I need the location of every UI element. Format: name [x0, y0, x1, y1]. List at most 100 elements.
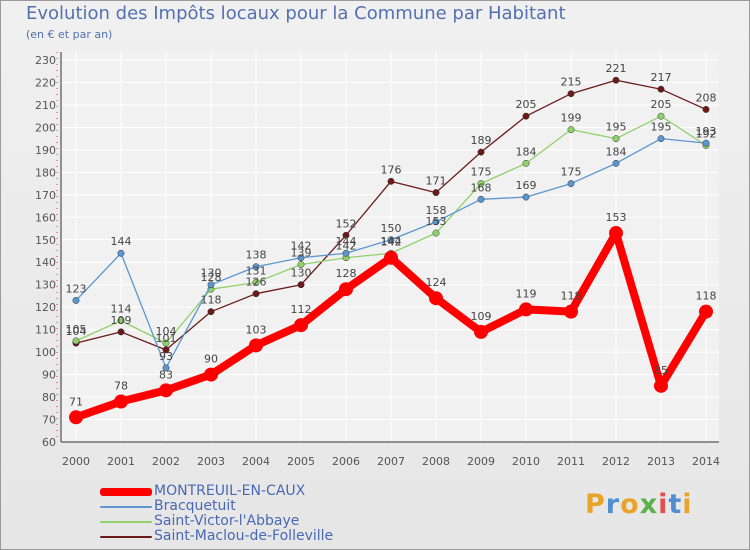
data-label: 126 — [246, 276, 267, 289]
data-point — [609, 226, 623, 241]
data-label: 168 — [471, 181, 492, 194]
data-point — [339, 282, 353, 297]
data-point — [117, 328, 125, 336]
data-point — [522, 159, 530, 167]
data-label: 103 — [246, 323, 267, 336]
data-point — [162, 346, 170, 354]
data-label: 153 — [606, 211, 627, 224]
data-label: 119 — [516, 287, 537, 300]
data-point — [477, 195, 485, 203]
data-point — [612, 76, 620, 84]
x-tick-label: 2009 — [467, 455, 495, 468]
data-label: 123 — [66, 282, 87, 295]
data-label: 71 — [69, 395, 83, 408]
data-point — [477, 148, 485, 156]
chart-subtitle: (en € et par an) — [26, 28, 113, 41]
x-tick-label: 2006 — [332, 455, 360, 468]
data-label: 83 — [159, 368, 173, 381]
data-point — [477, 180, 485, 188]
data-label: 85 — [654, 364, 668, 377]
data-label: 118 — [696, 290, 717, 303]
x-tick-label: 2008 — [422, 455, 450, 468]
data-label: 78 — [114, 380, 128, 393]
legend-label-montreuil: MONTREUIL-EN-CAUX — [154, 483, 306, 499]
data-label: 221 — [606, 62, 627, 75]
data-point — [159, 383, 173, 398]
x-tick-label: 2004 — [242, 455, 270, 468]
data-point — [522, 193, 530, 201]
data-label: 90 — [204, 353, 218, 366]
data-label: 142 — [381, 236, 402, 249]
data-label: 195 — [606, 121, 627, 134]
brand-letter: t — [668, 489, 683, 520]
data-label: 124 — [426, 276, 447, 289]
data-point — [297, 261, 305, 268]
y-tick-label: 150 — [35, 234, 56, 247]
x-tick-label: 2007 — [377, 455, 405, 468]
data-label: 150 — [381, 222, 402, 235]
data-label: 128 — [201, 271, 222, 284]
data-label: 217 — [651, 71, 672, 84]
data-label: 142 — [336, 240, 357, 253]
data-point — [207, 308, 215, 316]
y-tick-label: 230 — [35, 54, 56, 67]
data-label: 144 — [336, 235, 357, 248]
x-tick-label: 2005 — [287, 455, 315, 468]
data-point — [474, 324, 488, 339]
x-tick-label: 2002 — [152, 455, 180, 468]
brand-letter: o — [620, 489, 640, 520]
data-point — [612, 159, 620, 167]
y-tick-label: 160 — [35, 211, 56, 224]
data-label: 139 — [291, 246, 312, 259]
data-point — [657, 85, 665, 93]
data-label: 215 — [561, 76, 582, 89]
data-label: 144 — [111, 235, 132, 248]
data-label: 192 — [696, 127, 717, 140]
data-point — [204, 367, 218, 382]
y-tick-label: 210 — [35, 99, 56, 112]
data-point — [564, 304, 578, 319]
data-label: 130 — [291, 267, 312, 280]
data-point — [342, 249, 350, 257]
legend-swatch-bracquetuit — [100, 505, 152, 508]
data-label: 175 — [471, 166, 492, 179]
data-point — [567, 126, 575, 134]
data-point — [522, 112, 530, 120]
data-label: 144 — [381, 235, 402, 248]
data-label: 205 — [651, 98, 672, 111]
proxiti-logo: Proxiti — [585, 489, 693, 520]
data-point — [612, 135, 620, 143]
data-label: 176 — [381, 163, 402, 176]
data-label: 142 — [291, 240, 312, 253]
data-label: 104 — [156, 325, 177, 338]
data-point — [657, 135, 665, 143]
data-point — [429, 291, 443, 306]
data-label: 130 — [201, 267, 222, 280]
y-tick-label: 60 — [42, 436, 56, 449]
data-label: 109 — [471, 310, 492, 323]
y-tick-label: 110 — [35, 324, 56, 337]
data-label: 189 — [471, 134, 492, 147]
data-point — [432, 189, 440, 197]
data-point — [249, 338, 263, 353]
legend-item-bracquetuit: Bracquetuit — [100, 499, 333, 514]
y-tick-label: 140 — [35, 256, 56, 269]
data-point — [387, 236, 395, 244]
legend-label-saint-maclou: Saint-Maclou-de-Folleville — [154, 528, 334, 544]
y-tick-label: 170 — [35, 189, 56, 202]
y-tick-label: 100 — [35, 346, 56, 359]
x-tick-label: 2014 — [692, 455, 720, 468]
data-point — [294, 318, 308, 333]
legend-item-saint-maclou: Saint-Maclou-de-Folleville — [100, 529, 333, 544]
data-point — [72, 337, 80, 345]
data-label: 93 — [159, 350, 173, 363]
data-point — [114, 394, 128, 409]
data-label: 169 — [516, 179, 537, 192]
data-point — [699, 304, 713, 319]
data-label: 199 — [561, 112, 582, 125]
y-tick-label: 200 — [35, 121, 56, 134]
data-label: 184 — [516, 145, 537, 158]
data-label: 195 — [651, 121, 672, 134]
data-label: 171 — [426, 175, 447, 188]
